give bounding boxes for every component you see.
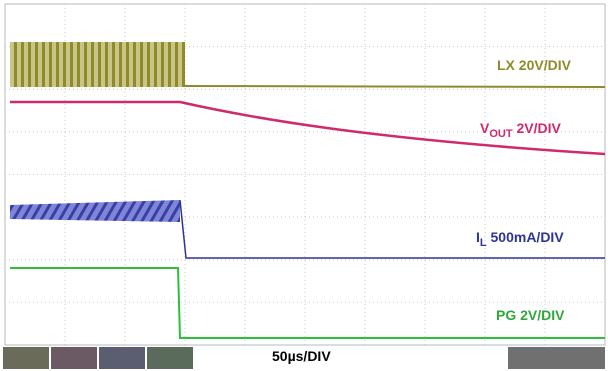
vout-trace: [10, 100, 606, 156]
ch3-box: [99, 347, 145, 369]
il-label: IL 500mA/DIV: [476, 229, 564, 249]
ch1-box: [3, 347, 49, 369]
pg-trace: [10, 267, 605, 339]
lx-trace: [184, 85, 606, 88]
il-ripple: [10, 200, 180, 222]
ch4-box: [147, 347, 193, 369]
timebase-box: [508, 347, 605, 369]
ch2-box: [51, 347, 97, 369]
lx-switching: [10, 42, 185, 87]
lx-label: LX 20V/DIV: [497, 57, 572, 73]
il-trace: [179, 199, 605, 259]
vout-label: VOUT 2V/DIV: [480, 120, 561, 140]
timebase-label: 50µs/DIV: [272, 348, 331, 364]
pg-label: PG 2V/DIV: [496, 307, 565, 323]
